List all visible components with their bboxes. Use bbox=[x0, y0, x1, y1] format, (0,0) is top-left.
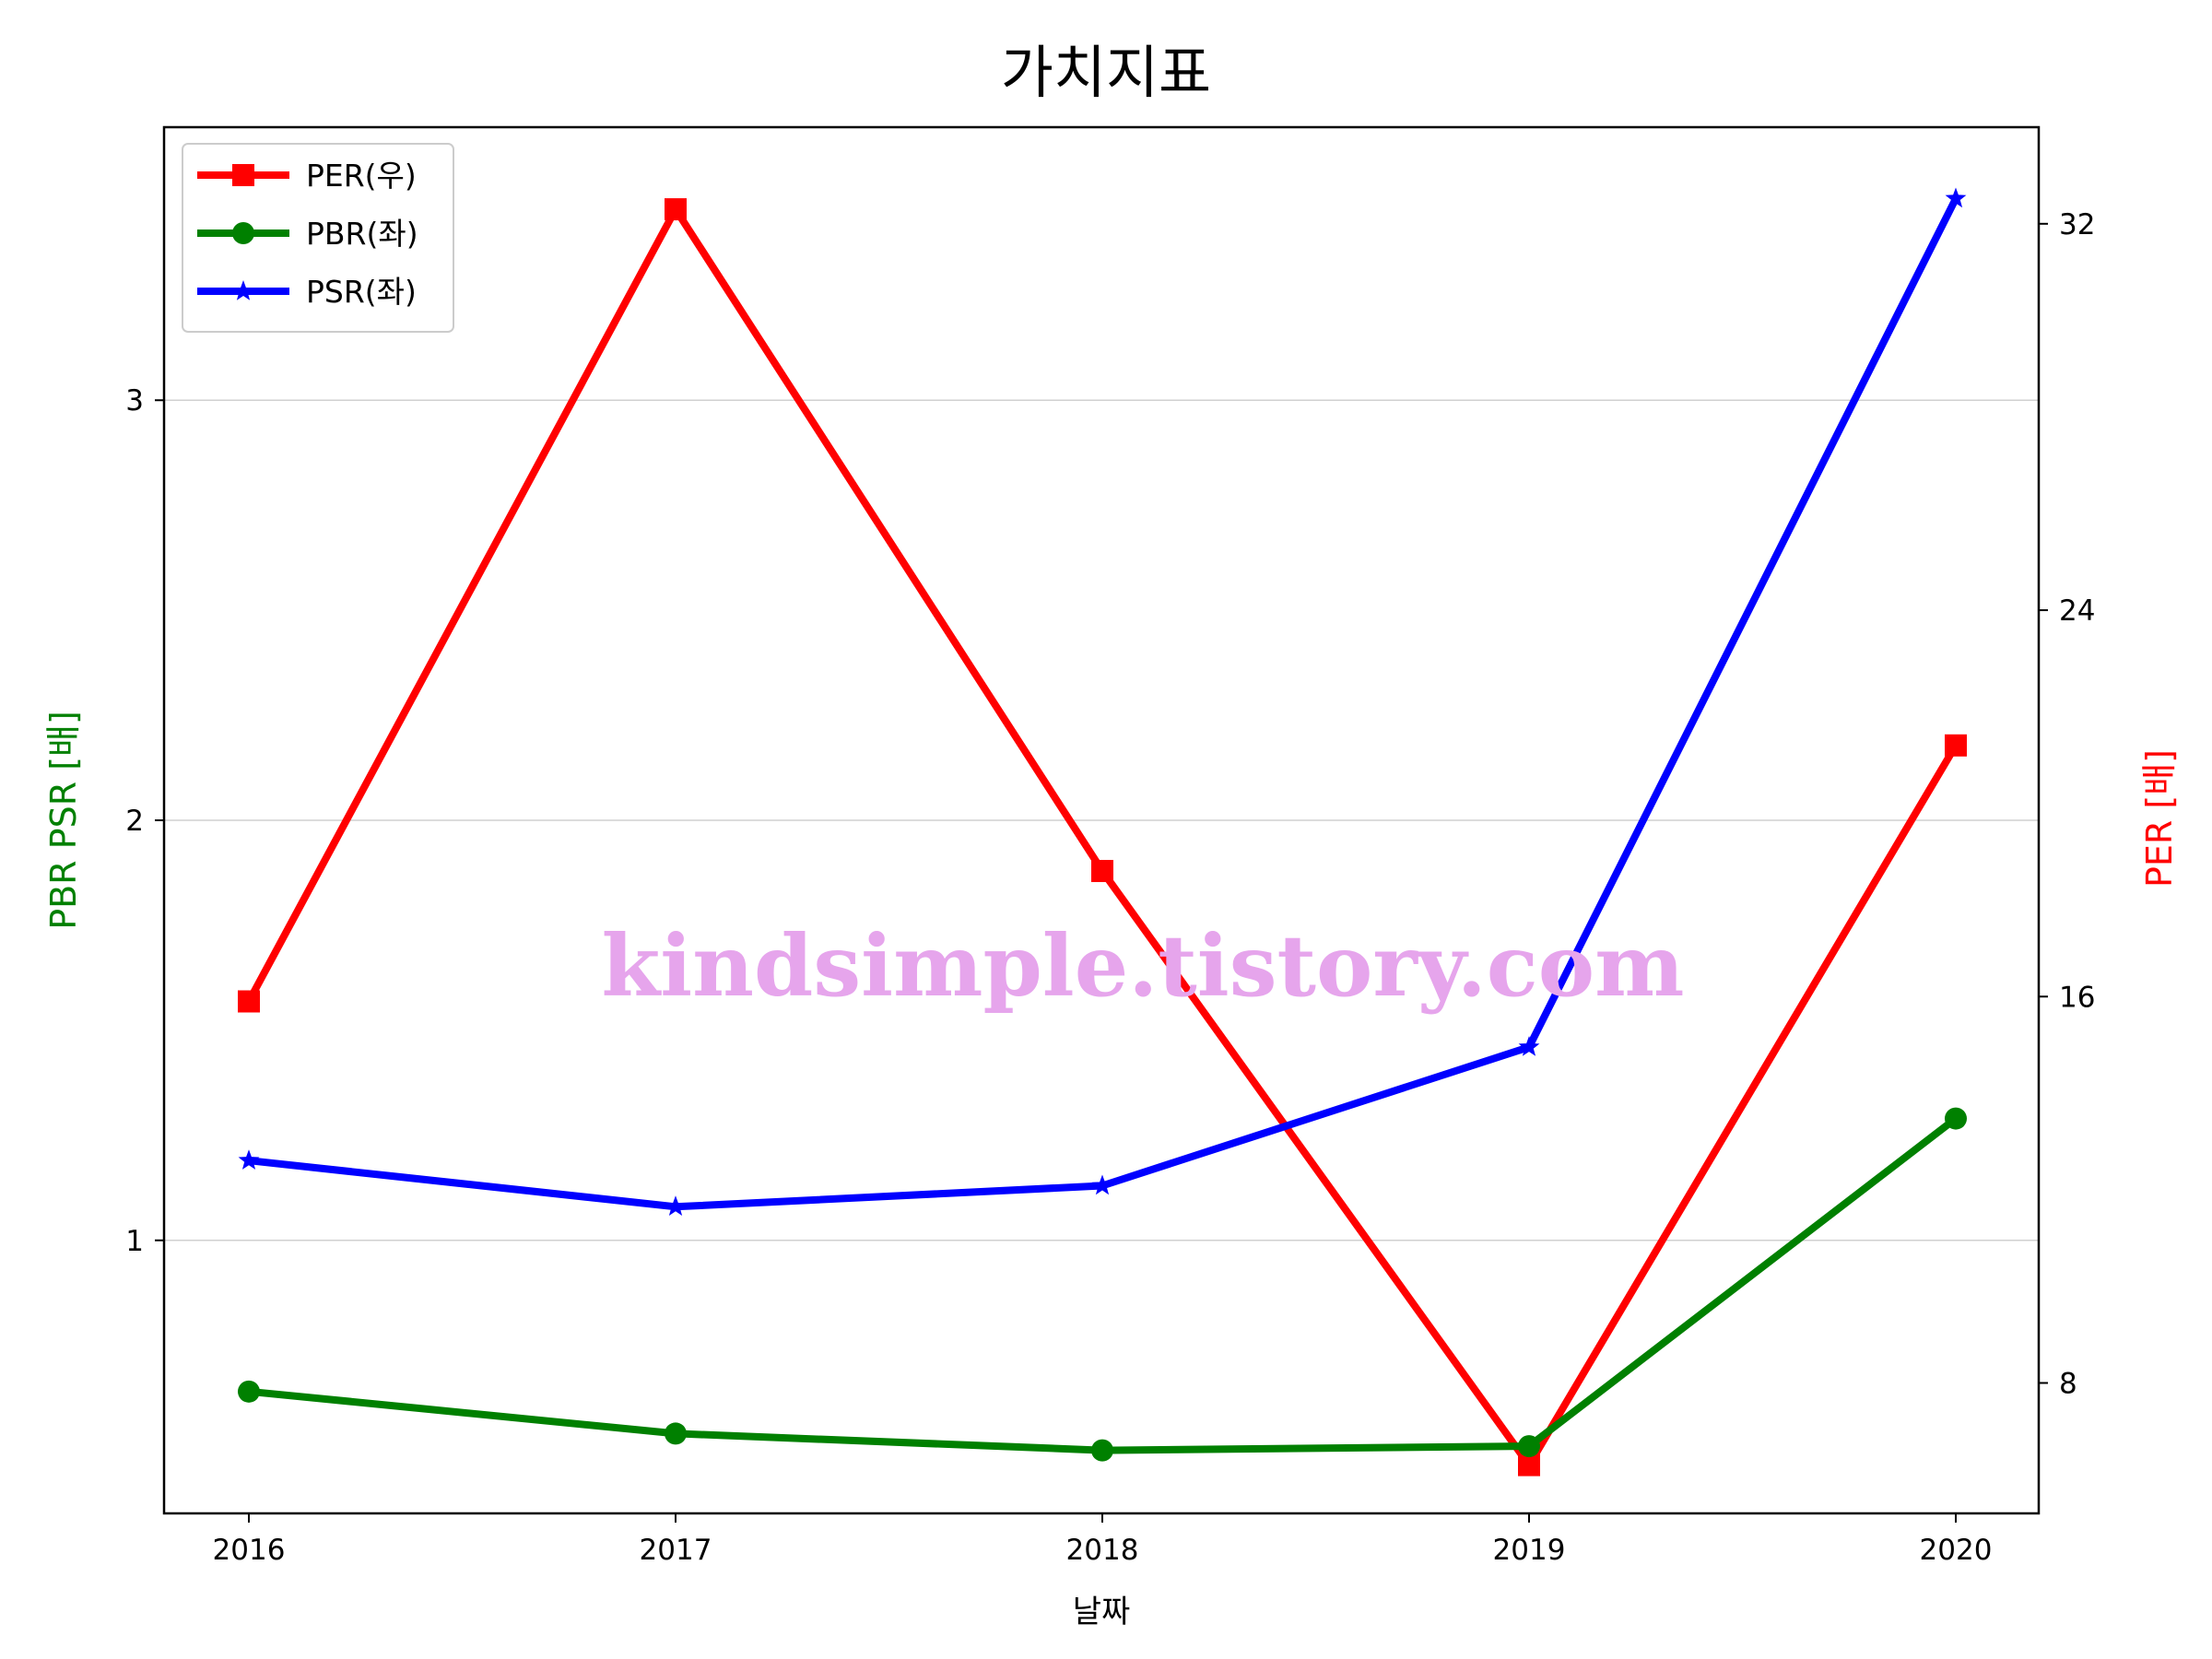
series-1-point-4 bbox=[1945, 1107, 1967, 1130]
series-2-point-0 bbox=[238, 1149, 260, 1170]
chart-title: 가치지표 bbox=[1001, 39, 1211, 106]
x-tick-label-1: 2017 bbox=[640, 1534, 712, 1567]
legend-label-2: PSR(좌) bbox=[306, 274, 417, 310]
series-0-point-0 bbox=[238, 990, 260, 1013]
series-layer bbox=[238, 187, 1967, 1477]
series-line-2 bbox=[245, 194, 1959, 1211]
series-2-point-1 bbox=[665, 1195, 687, 1216]
right-y-axis-label: PER [배] bbox=[2139, 749, 2180, 888]
right-tick-label-1: 16 bbox=[2059, 981, 2095, 1014]
right-tick-label-0: 8 bbox=[2059, 1368, 2077, 1401]
x-axis: 2016 2017 2018 2019 2020 bbox=[213, 1513, 1993, 1567]
series-line-1 bbox=[245, 1114, 1959, 1454]
series-0 bbox=[238, 198, 1967, 1477]
series-1-point-2 bbox=[1091, 1439, 1113, 1462]
series-line-0 bbox=[245, 206, 1959, 1469]
x-axis-label: 날짜 bbox=[1073, 1594, 1131, 1630]
watermark: kindsimple.tistory.com bbox=[601, 916, 1684, 1016]
series-0-point-3 bbox=[1518, 1453, 1540, 1477]
left-y-axis-label: PBR PSR [배] bbox=[43, 711, 84, 930]
series-2-point-3 bbox=[1518, 1036, 1540, 1056]
left-tick-label-0: 1 bbox=[125, 1225, 144, 1258]
right-y-axis: 8 16 24 32 bbox=[2039, 208, 2095, 1401]
left-tick-label-1: 2 bbox=[125, 805, 144, 838]
series-1-point-0 bbox=[238, 1380, 260, 1403]
legend-marker-0 bbox=[232, 164, 254, 186]
series-1 bbox=[238, 1107, 1967, 1462]
grid-lines bbox=[164, 399, 2039, 1241]
series-2-point-2 bbox=[1091, 1174, 1113, 1195]
series-2-point-4 bbox=[1945, 187, 1967, 208]
legend-box bbox=[182, 143, 454, 333]
left-y-axis: 1 2 3 bbox=[125, 384, 164, 1258]
series-1-point-3 bbox=[1518, 1435, 1540, 1458]
legend-label-1: PBR(좌) bbox=[306, 216, 418, 252]
legend: PER(우) PBR(좌) PSR(좌) bbox=[182, 143, 454, 333]
series-0-point-2 bbox=[1091, 860, 1113, 883]
x-tick-label-3: 2019 bbox=[1493, 1534, 1566, 1567]
right-tick-label-2: 24 bbox=[2059, 594, 2095, 628]
series-0-point-1 bbox=[665, 198, 687, 221]
legend-marker-2 bbox=[232, 280, 254, 300]
right-tick-label-3: 32 bbox=[2059, 208, 2095, 241]
x-tick-label-4: 2020 bbox=[1920, 1534, 1993, 1567]
x-tick-label-2: 2018 bbox=[1066, 1534, 1139, 1567]
series-2 bbox=[238, 187, 1967, 1216]
x-tick-label-0: 2016 bbox=[213, 1534, 286, 1567]
legend-marker-1 bbox=[232, 222, 254, 244]
legend-label-0: PER(우) bbox=[306, 158, 417, 194]
left-tick-label-2: 3 bbox=[125, 384, 144, 418]
series-1-point-1 bbox=[665, 1422, 687, 1445]
series-0-point-4 bbox=[1945, 734, 1967, 757]
